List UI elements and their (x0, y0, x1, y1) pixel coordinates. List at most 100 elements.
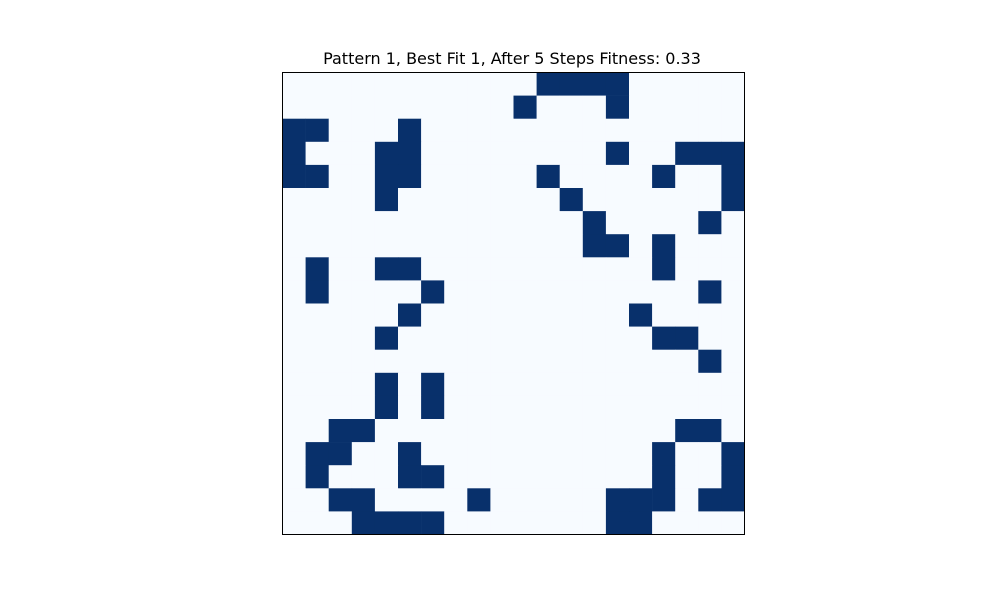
plot-area (282, 72, 745, 535)
heatmap-cell-on (374, 372, 399, 397)
heatmap-cell-off (536, 257, 560, 281)
heatmap-cell-on (282, 164, 306, 189)
heatmap-cell-off (698, 234, 722, 258)
heatmap-cell-off (698, 465, 722, 489)
heatmap-cell-off (582, 118, 607, 143)
heatmap-cell-off (467, 211, 491, 235)
heatmap-cell-off (582, 257, 607, 281)
heatmap-cell-off (536, 280, 560, 304)
heatmap-cell-off (328, 211, 353, 235)
heatmap-cell-off (582, 303, 607, 327)
heatmap-cell-off (467, 372, 491, 397)
heatmap-cell-off (536, 511, 560, 535)
heatmap-cell-off (490, 211, 514, 235)
heatmap-cell-on (698, 419, 722, 443)
heatmap-cell-off (398, 95, 422, 119)
heatmap-cell-off (721, 326, 745, 350)
heatmap-cell-off (490, 95, 514, 119)
heatmap-cell-off (305, 141, 329, 166)
heatmap-cell-off (305, 372, 329, 397)
heatmap-cell-off (582, 419, 607, 443)
heatmap-cell-off (536, 141, 560, 166)
heatmap-cell-on (305, 118, 329, 143)
heatmap-cell-off (374, 234, 399, 258)
heatmap-cell-off (490, 349, 514, 374)
heatmap-cell-off (559, 442, 584, 466)
heatmap-cell-off (305, 419, 329, 443)
heatmap-cell-on (652, 465, 676, 489)
heatmap-cell-on (421, 372, 445, 397)
heatmap-cell-on (398, 511, 422, 535)
heatmap-cell-off (536, 95, 560, 119)
heatmap-cell-off (444, 303, 468, 327)
heatmap-cell-off (490, 372, 514, 397)
heatmap-cell-off (582, 188, 607, 212)
heatmap-cell-off (467, 234, 491, 258)
heatmap-cell-on (629, 303, 653, 327)
heatmap-cell-off (698, 118, 722, 143)
heatmap-cell-off (698, 303, 722, 327)
heatmap-cell-off (490, 488, 514, 512)
heatmap-cell-off (421, 419, 445, 443)
heatmap-cell-off (559, 511, 584, 535)
heatmap-cell-off (282, 419, 306, 443)
heatmap-cell-off (582, 372, 607, 397)
heatmap-cell-off (629, 326, 653, 350)
heatmap-cell-off (652, 280, 676, 304)
heatmap-cell-off (328, 257, 353, 281)
heatmap-cell-on (675, 141, 699, 166)
heatmap-cell-on (398, 164, 422, 189)
heatmap-cell-off (721, 511, 745, 535)
heatmap-cell-off (467, 511, 491, 535)
heatmap-cell-off (675, 372, 699, 397)
heatmap-cell-off (582, 164, 607, 189)
heatmap-cell-off (513, 303, 537, 327)
chart-title: Pattern 1, Best Fit 1, After 5 Steps Fit… (323, 49, 701, 68)
heatmap-cell-off (305, 95, 329, 119)
heatmap-cell-off (698, 511, 722, 535)
heatmap-cell-off (444, 188, 468, 212)
heatmap-cell-off (675, 280, 699, 304)
heatmap-cell-off (328, 188, 353, 212)
heatmap-cell-off (305, 511, 329, 535)
heatmap-cell-off (582, 511, 607, 535)
heatmap-cell-off (559, 211, 584, 235)
heatmap-cell-off (490, 257, 514, 281)
heatmap-cell-off (721, 118, 745, 143)
heatmap-cell-off (305, 211, 329, 235)
heatmap-cell-off (328, 164, 353, 189)
heatmap-cell-on (605, 141, 630, 166)
heatmap-cell-off (582, 465, 607, 489)
heatmap-cell-off (675, 488, 699, 512)
heatmap-cell-on (374, 511, 399, 535)
heatmap-cell-off (351, 164, 376, 189)
heatmap-cell-off (421, 188, 445, 212)
heatmap-cell-off (444, 280, 468, 304)
heatmap-cell-off (351, 211, 376, 235)
heatmap-cell-off (698, 326, 722, 350)
heatmap-cell-off (698, 372, 722, 397)
heatmap-cell-off (305, 326, 329, 350)
heatmap-cell-on (374, 326, 399, 350)
heatmap-cell-on (698, 488, 722, 512)
heatmap-cell-on (536, 164, 560, 189)
heatmap-cell-off (513, 280, 537, 304)
heatmap-cell-off (282, 395, 306, 420)
heatmap-cell-off (444, 72, 468, 96)
heatmap-cell-off (328, 465, 353, 489)
heatmap-cell-on (698, 141, 722, 166)
heatmap-cell-off (698, 395, 722, 420)
heatmap-cell-on (305, 442, 329, 466)
heatmap-cell-off (490, 280, 514, 304)
heatmap-cell-off (536, 326, 560, 350)
heatmap-cell-on (513, 95, 537, 119)
heatmap-cell-off (675, 395, 699, 420)
heatmap-cell-off (536, 372, 560, 397)
heatmap-cell-off (698, 95, 722, 119)
heatmap-cell-off (398, 372, 422, 397)
heatmap-cell-off (536, 118, 560, 143)
heatmap-cell-off (351, 395, 376, 420)
heatmap-cell-off (328, 280, 353, 304)
heatmap-cell-off (328, 118, 353, 143)
heatmap-cell-on (652, 234, 676, 258)
